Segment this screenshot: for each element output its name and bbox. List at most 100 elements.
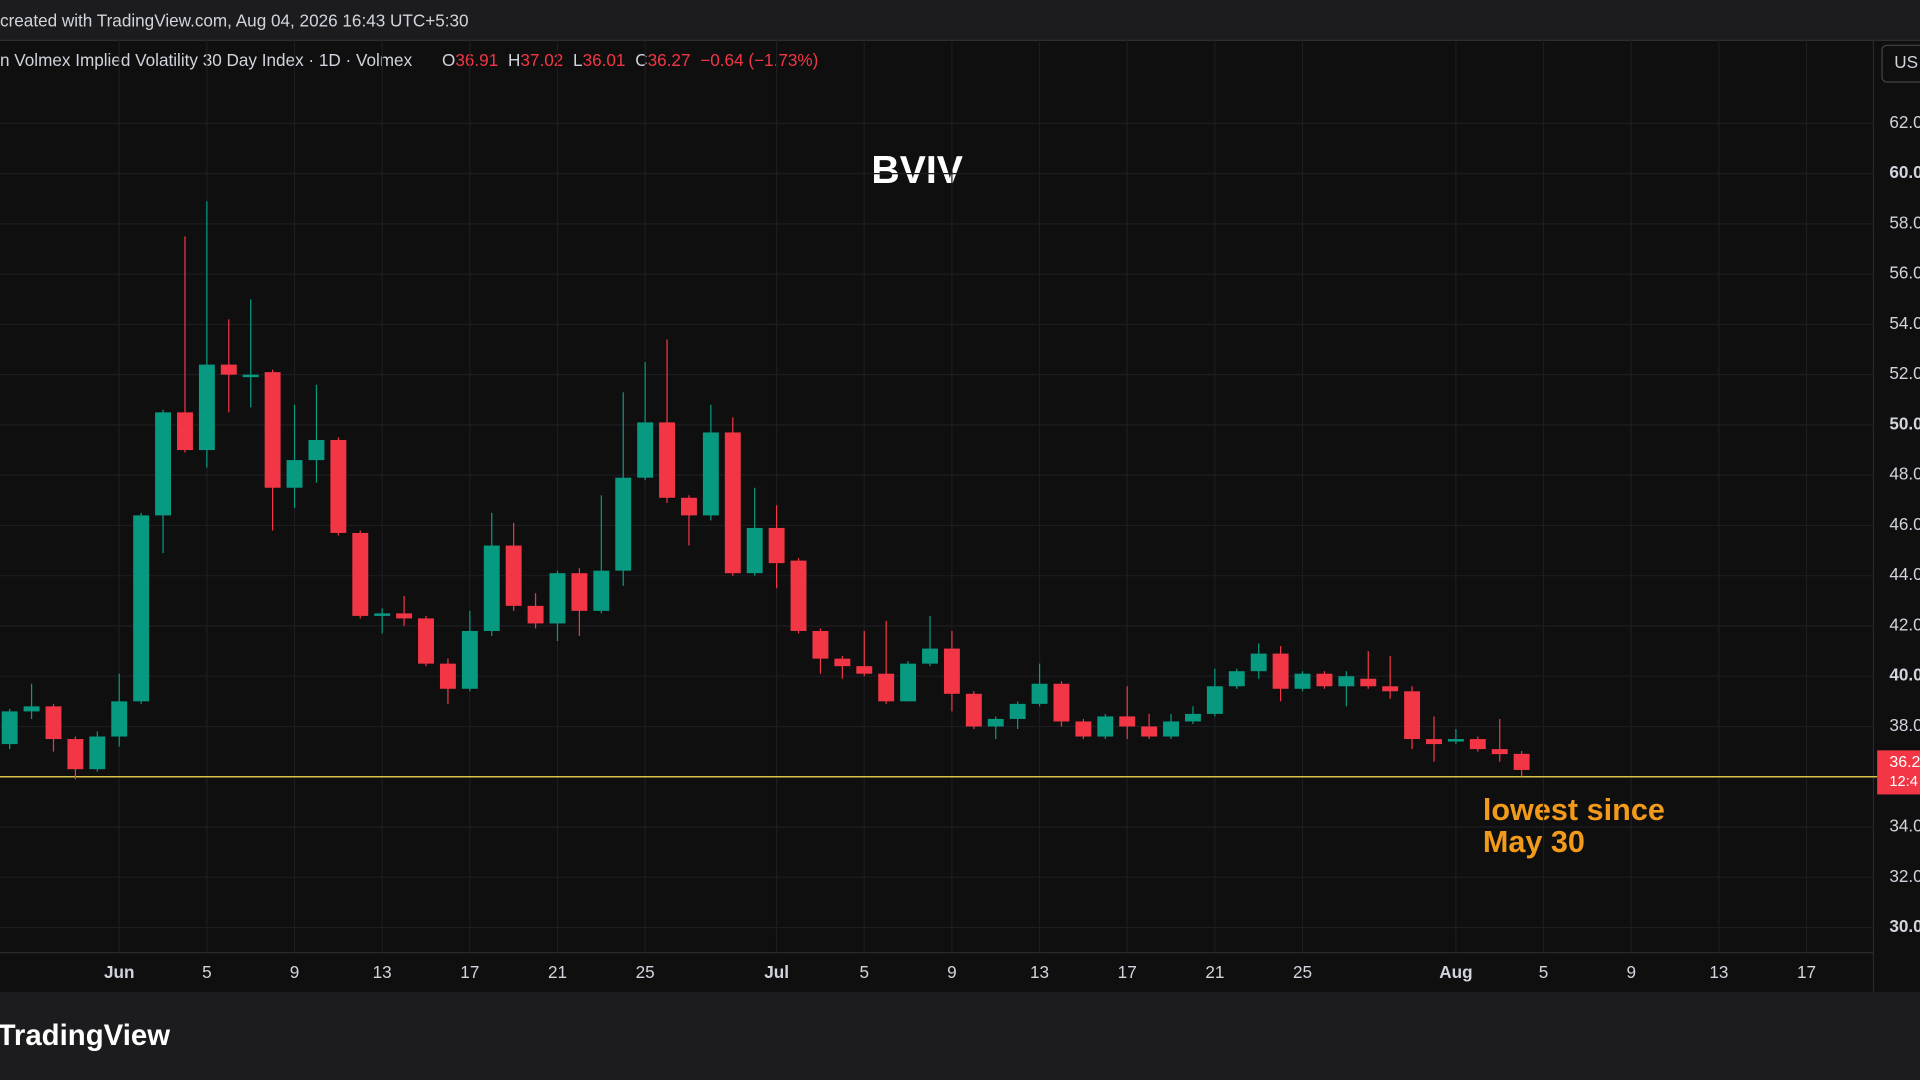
candle-body	[374, 613, 391, 616]
candle-body	[571, 573, 588, 611]
candle-body	[1097, 716, 1114, 737]
y-tick-label: 54.00	[1889, 313, 1920, 333]
x-tick-label: 21	[1205, 962, 1224, 982]
candle-body	[900, 663, 917, 702]
candle-body	[308, 439, 325, 461]
candle-body	[878, 673, 895, 702]
candle-body	[505, 545, 522, 606]
y-tick-label: 46.00	[1889, 514, 1920, 534]
candle-body	[461, 630, 478, 689]
candle-body	[812, 630, 829, 659]
candle-body	[724, 432, 741, 574]
candle-body	[352, 532, 369, 616]
candle-body	[177, 412, 193, 451]
candle-body	[922, 648, 938, 664]
ohlc-label: C	[635, 50, 647, 70]
candle-body	[965, 693, 982, 727]
candle-body	[1250, 653, 1267, 672]
x-tick-label: 13	[1030, 962, 1049, 982]
currency-button[interactable]	[1881, 44, 1920, 83]
x-tick-label: 13	[1709, 962, 1728, 982]
y-tick-label: 44.00	[1889, 564, 1920, 584]
x-tick-label: 5	[1539, 962, 1549, 982]
ohlc-label: H	[508, 50, 520, 70]
y-tick-label: 30.00	[1889, 916, 1920, 936]
top-bar	[0, 0, 1920, 41]
x-tick-label: 17	[1797, 962, 1816, 982]
candle-body	[483, 545, 500, 631]
x-tick-label: 5	[859, 962, 869, 982]
candle-body	[768, 527, 785, 564]
x-tick-label: 25	[1293, 962, 1312, 982]
y-tick-label: 40.00	[1889, 665, 1920, 685]
candle-body	[1469, 739, 1486, 750]
logo: TradingView	[0, 1019, 170, 1052]
annotation: lowest since	[1483, 793, 1665, 827]
candle-body	[1360, 678, 1377, 687]
price-tag-label: 36.27	[1889, 754, 1920, 771]
candle-body	[834, 658, 851, 667]
annotation: May 30	[1483, 825, 1585, 859]
candle-body	[396, 613, 413, 619]
candle-body	[1382, 686, 1399, 692]
candle-body	[1426, 739, 1442, 745]
candle-body	[1294, 673, 1311, 689]
y-tick-label: 50.00	[1889, 413, 1920, 433]
candle-body	[133, 515, 150, 702]
candle-body	[549, 573, 566, 624]
candle-body	[1513, 753, 1530, 770]
candle-body	[856, 666, 873, 674]
candle-body	[155, 412, 172, 516]
candle-body	[1031, 683, 1048, 704]
candle-body	[637, 422, 654, 478]
y-tick-label: 62.00	[1889, 112, 1920, 132]
y-tick-label: 38.00	[1889, 715, 1920, 735]
y-tick-label: 48.00	[1889, 464, 1920, 484]
x-tick-label: Jun	[104, 962, 134, 982]
candle-body	[702, 432, 719, 516]
footer-bar	[0, 991, 1920, 1080]
candle-body	[1119, 716, 1136, 727]
y-tick-label: 52.00	[1889, 363, 1920, 383]
ohlc-value: 36.01	[583, 50, 626, 70]
y-tick-label: 56.00	[1889, 263, 1920, 283]
candle-body	[111, 701, 128, 737]
candle-body	[89, 736, 106, 770]
candle-body	[987, 718, 1004, 727]
chart-title: BVIV	[871, 149, 962, 192]
candle-body	[1272, 653, 1289, 689]
candle-body	[615, 477, 632, 571]
candle-body	[1184, 713, 1201, 722]
x-tick-label: 9	[290, 962, 300, 982]
y-tick-label: 32.00	[1889, 866, 1920, 886]
price-tag	[1877, 750, 1920, 795]
candle-body	[23, 706, 40, 712]
candle-body	[1075, 721, 1092, 737]
x-tick-label: 9	[947, 962, 957, 982]
y-tick-label: 60.00	[1889, 162, 1920, 182]
ohlc-value: 36.91	[455, 50, 498, 70]
x-tick-label: Aug	[1439, 962, 1472, 982]
candle-body	[1316, 673, 1333, 687]
x-tick-label: 25	[636, 962, 655, 982]
x-tick-label: 13	[373, 962, 392, 982]
y-tick-label: 42.00	[1889, 614, 1920, 634]
candle-body	[1447, 739, 1464, 742]
candle-body	[264, 372, 281, 488]
x-tick-label: Jul	[764, 962, 789, 982]
candle-body	[418, 618, 434, 664]
candle-body	[593, 570, 610, 611]
ohlc-label: O	[442, 50, 455, 70]
change: −0.64 (−1.73%)	[700, 50, 818, 70]
candle-body	[1491, 749, 1508, 755]
candle-body	[1009, 703, 1026, 719]
ohlc-label: L	[573, 50, 583, 70]
ohlc-legend: O36.91 H37.02 L36.01 C36.27 −0.64 (−1.73%)	[442, 50, 818, 70]
candle-body	[439, 663, 456, 689]
candle-body	[67, 739, 84, 770]
ohlc-value: 37.02	[520, 50, 563, 70]
currency-label[interactable]: US	[1894, 52, 1918, 72]
candle-body	[1163, 721, 1179, 737]
candle-body	[198, 364, 215, 451]
